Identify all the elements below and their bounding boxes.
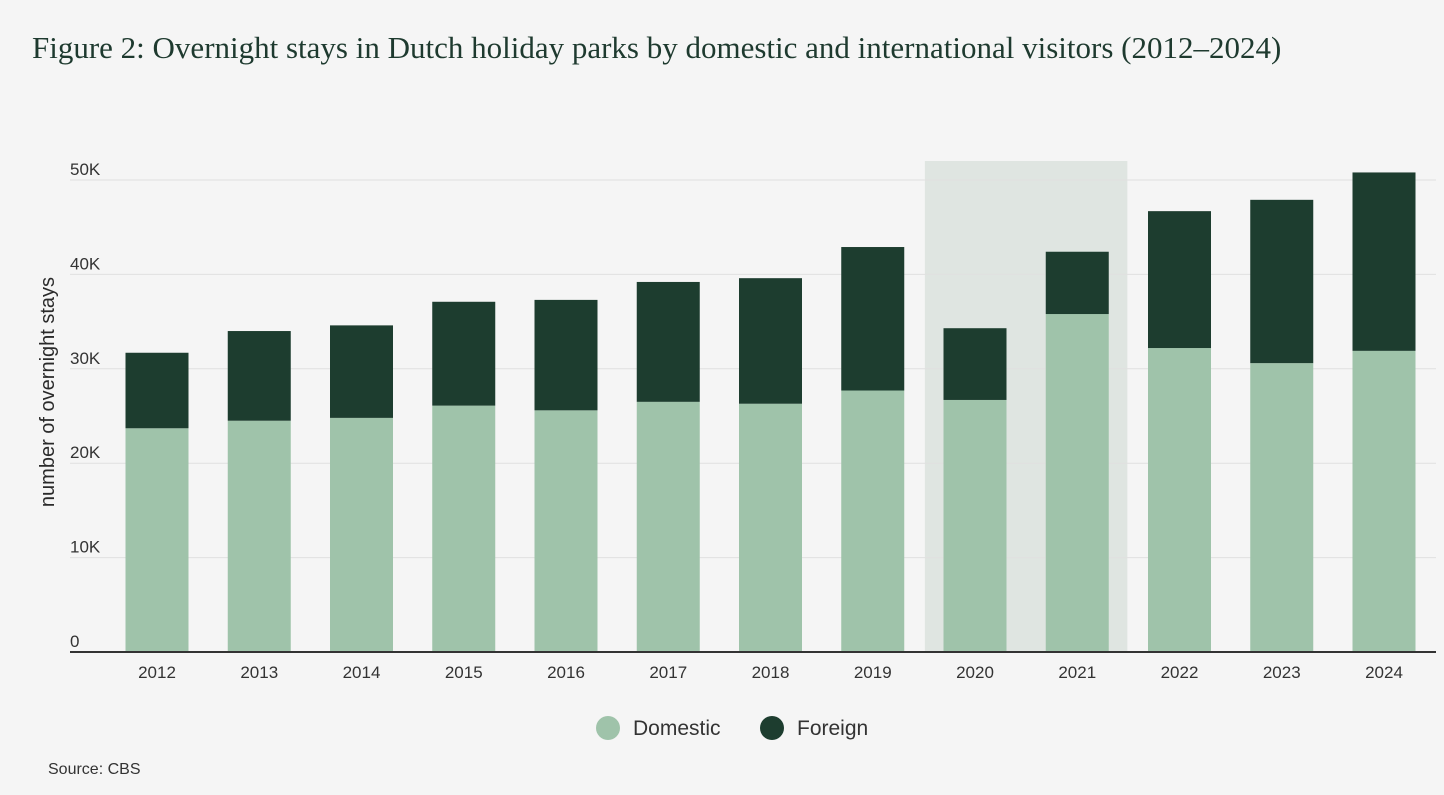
x-tick-label: 2018 (752, 663, 790, 682)
x-tick-label: 2023 (1263, 663, 1301, 682)
x-tick-label: 2012 (138, 663, 176, 682)
x-tick-label: 2013 (240, 663, 278, 682)
y-tick-label: 50K (70, 160, 101, 179)
bar-foreign-2017 (636, 281, 700, 402)
bar-foreign-2024 (1352, 172, 1416, 351)
y-tick-label: 30K (70, 349, 101, 368)
bar-foreign-2019 (841, 247, 905, 391)
bar-foreign-2016 (534, 299, 598, 411)
bar-foreign-2018 (739, 278, 802, 404)
x-tick-label: 2022 (1161, 663, 1199, 682)
x-tick-label: 2021 (1058, 663, 1096, 682)
bar-domestic-2021 (1045, 314, 1109, 652)
bar-foreign-2013 (227, 331, 291, 421)
y-axis-label: number of overnight stays (37, 277, 59, 507)
bar-foreign-2015 (432, 301, 496, 406)
legend-label-domestic: Domestic (633, 717, 721, 740)
x-tick-label: 2017 (649, 663, 687, 682)
bar-domestic-2012 (125, 428, 189, 652)
y-tick-label: 40K (70, 254, 101, 273)
bar-domestic-2022 (1148, 348, 1211, 652)
source-note: Source: CBS (48, 761, 141, 778)
bar-foreign-2023 (1250, 199, 1314, 364)
x-tick-label: 2014 (343, 663, 381, 682)
y-tick-label: 20K (70, 443, 101, 462)
y-tick-label: 10K (70, 538, 101, 557)
y-tick-label: 0 (70, 632, 79, 651)
bar-foreign-2021 (1045, 251, 1109, 315)
chart-title: Figure 2: Overnight stays in Dutch holid… (32, 30, 1282, 65)
x-tick-label: 2024 (1365, 663, 1403, 682)
x-tick-label: 2019 (854, 663, 892, 682)
legend-label-foreign: Foreign (797, 717, 868, 740)
bar-domestic-2013 (227, 420, 291, 652)
bar-domestic-2024 (1352, 350, 1416, 652)
x-tick-label: 2020 (956, 663, 994, 682)
bar-domestic-2014 (330, 417, 393, 652)
x-tick-label: 2015 (445, 663, 483, 682)
bar-domestic-2019 (841, 390, 905, 652)
x-tick-label: 2016 (547, 663, 585, 682)
legend-swatch-foreign (760, 716, 784, 740)
bar-domestic-2018 (739, 403, 802, 652)
bar-foreign-2020 (943, 328, 1007, 400)
bar-foreign-2012 (125, 352, 189, 429)
bar-domestic-2015 (432, 405, 496, 652)
bar-foreign-2014 (330, 325, 393, 418)
bar-domestic-2020 (943, 399, 1007, 652)
legend-swatch-domestic (596, 716, 620, 740)
bar-domestic-2023 (1250, 363, 1314, 652)
bar-domestic-2017 (636, 401, 700, 652)
bar-domestic-2016 (534, 410, 598, 652)
bar-foreign-2022 (1148, 211, 1211, 349)
